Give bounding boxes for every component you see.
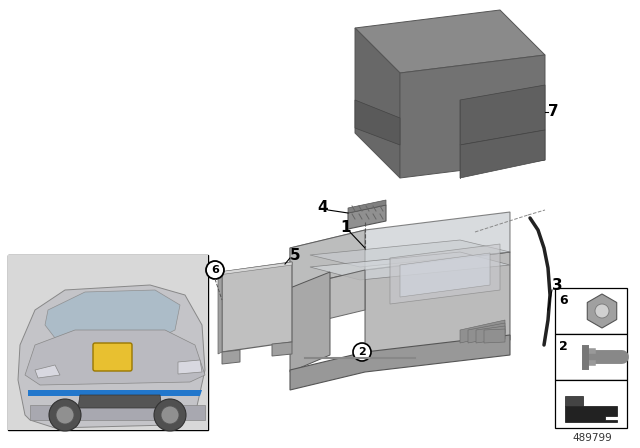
Circle shape: [161, 406, 179, 424]
Polygon shape: [290, 212, 510, 288]
Text: 489799: 489799: [572, 433, 612, 443]
Text: 3: 3: [552, 277, 563, 293]
Polygon shape: [310, 240, 510, 267]
Polygon shape: [218, 272, 222, 354]
Polygon shape: [290, 335, 510, 390]
Polygon shape: [460, 320, 505, 343]
FancyBboxPatch shape: [555, 288, 627, 334]
Polygon shape: [45, 290, 180, 345]
Circle shape: [49, 399, 81, 431]
Polygon shape: [28, 390, 202, 396]
Polygon shape: [222, 262, 292, 352]
Polygon shape: [272, 342, 292, 356]
Polygon shape: [348, 205, 386, 229]
Circle shape: [595, 304, 609, 318]
Polygon shape: [290, 272, 330, 372]
Polygon shape: [365, 252, 510, 358]
Polygon shape: [25, 330, 205, 385]
Text: 6: 6: [211, 265, 219, 275]
Polygon shape: [18, 285, 205, 428]
Polygon shape: [476, 326, 505, 343]
Circle shape: [154, 399, 186, 431]
Polygon shape: [565, 406, 617, 422]
Circle shape: [206, 261, 224, 279]
Text: 6: 6: [559, 293, 568, 306]
FancyBboxPatch shape: [93, 343, 132, 371]
Polygon shape: [355, 28, 400, 178]
Polygon shape: [355, 100, 400, 145]
Polygon shape: [468, 323, 505, 343]
Text: 4: 4: [317, 201, 328, 215]
Circle shape: [56, 406, 74, 424]
Polygon shape: [565, 396, 583, 406]
Polygon shape: [30, 405, 205, 420]
Text: 5: 5: [290, 247, 301, 263]
Polygon shape: [355, 10, 545, 73]
Text: 1: 1: [340, 220, 351, 236]
Polygon shape: [348, 200, 386, 213]
Polygon shape: [310, 252, 510, 280]
Polygon shape: [35, 365, 60, 378]
Polygon shape: [400, 253, 490, 297]
Circle shape: [353, 343, 371, 361]
Polygon shape: [400, 55, 545, 178]
Text: 2: 2: [559, 340, 568, 353]
Polygon shape: [460, 130, 545, 178]
Polygon shape: [78, 395, 162, 408]
Polygon shape: [460, 85, 545, 145]
Polygon shape: [178, 360, 202, 374]
FancyBboxPatch shape: [555, 380, 627, 428]
Bar: [8, 255, 208, 430]
Polygon shape: [290, 230, 365, 288]
Text: 2: 2: [358, 347, 366, 357]
Polygon shape: [218, 262, 292, 275]
Polygon shape: [222, 350, 240, 364]
Polygon shape: [290, 270, 365, 328]
Text: 7: 7: [548, 104, 559, 120]
Polygon shape: [390, 244, 500, 304]
Polygon shape: [484, 329, 505, 343]
FancyBboxPatch shape: [8, 255, 208, 430]
FancyBboxPatch shape: [555, 334, 627, 380]
